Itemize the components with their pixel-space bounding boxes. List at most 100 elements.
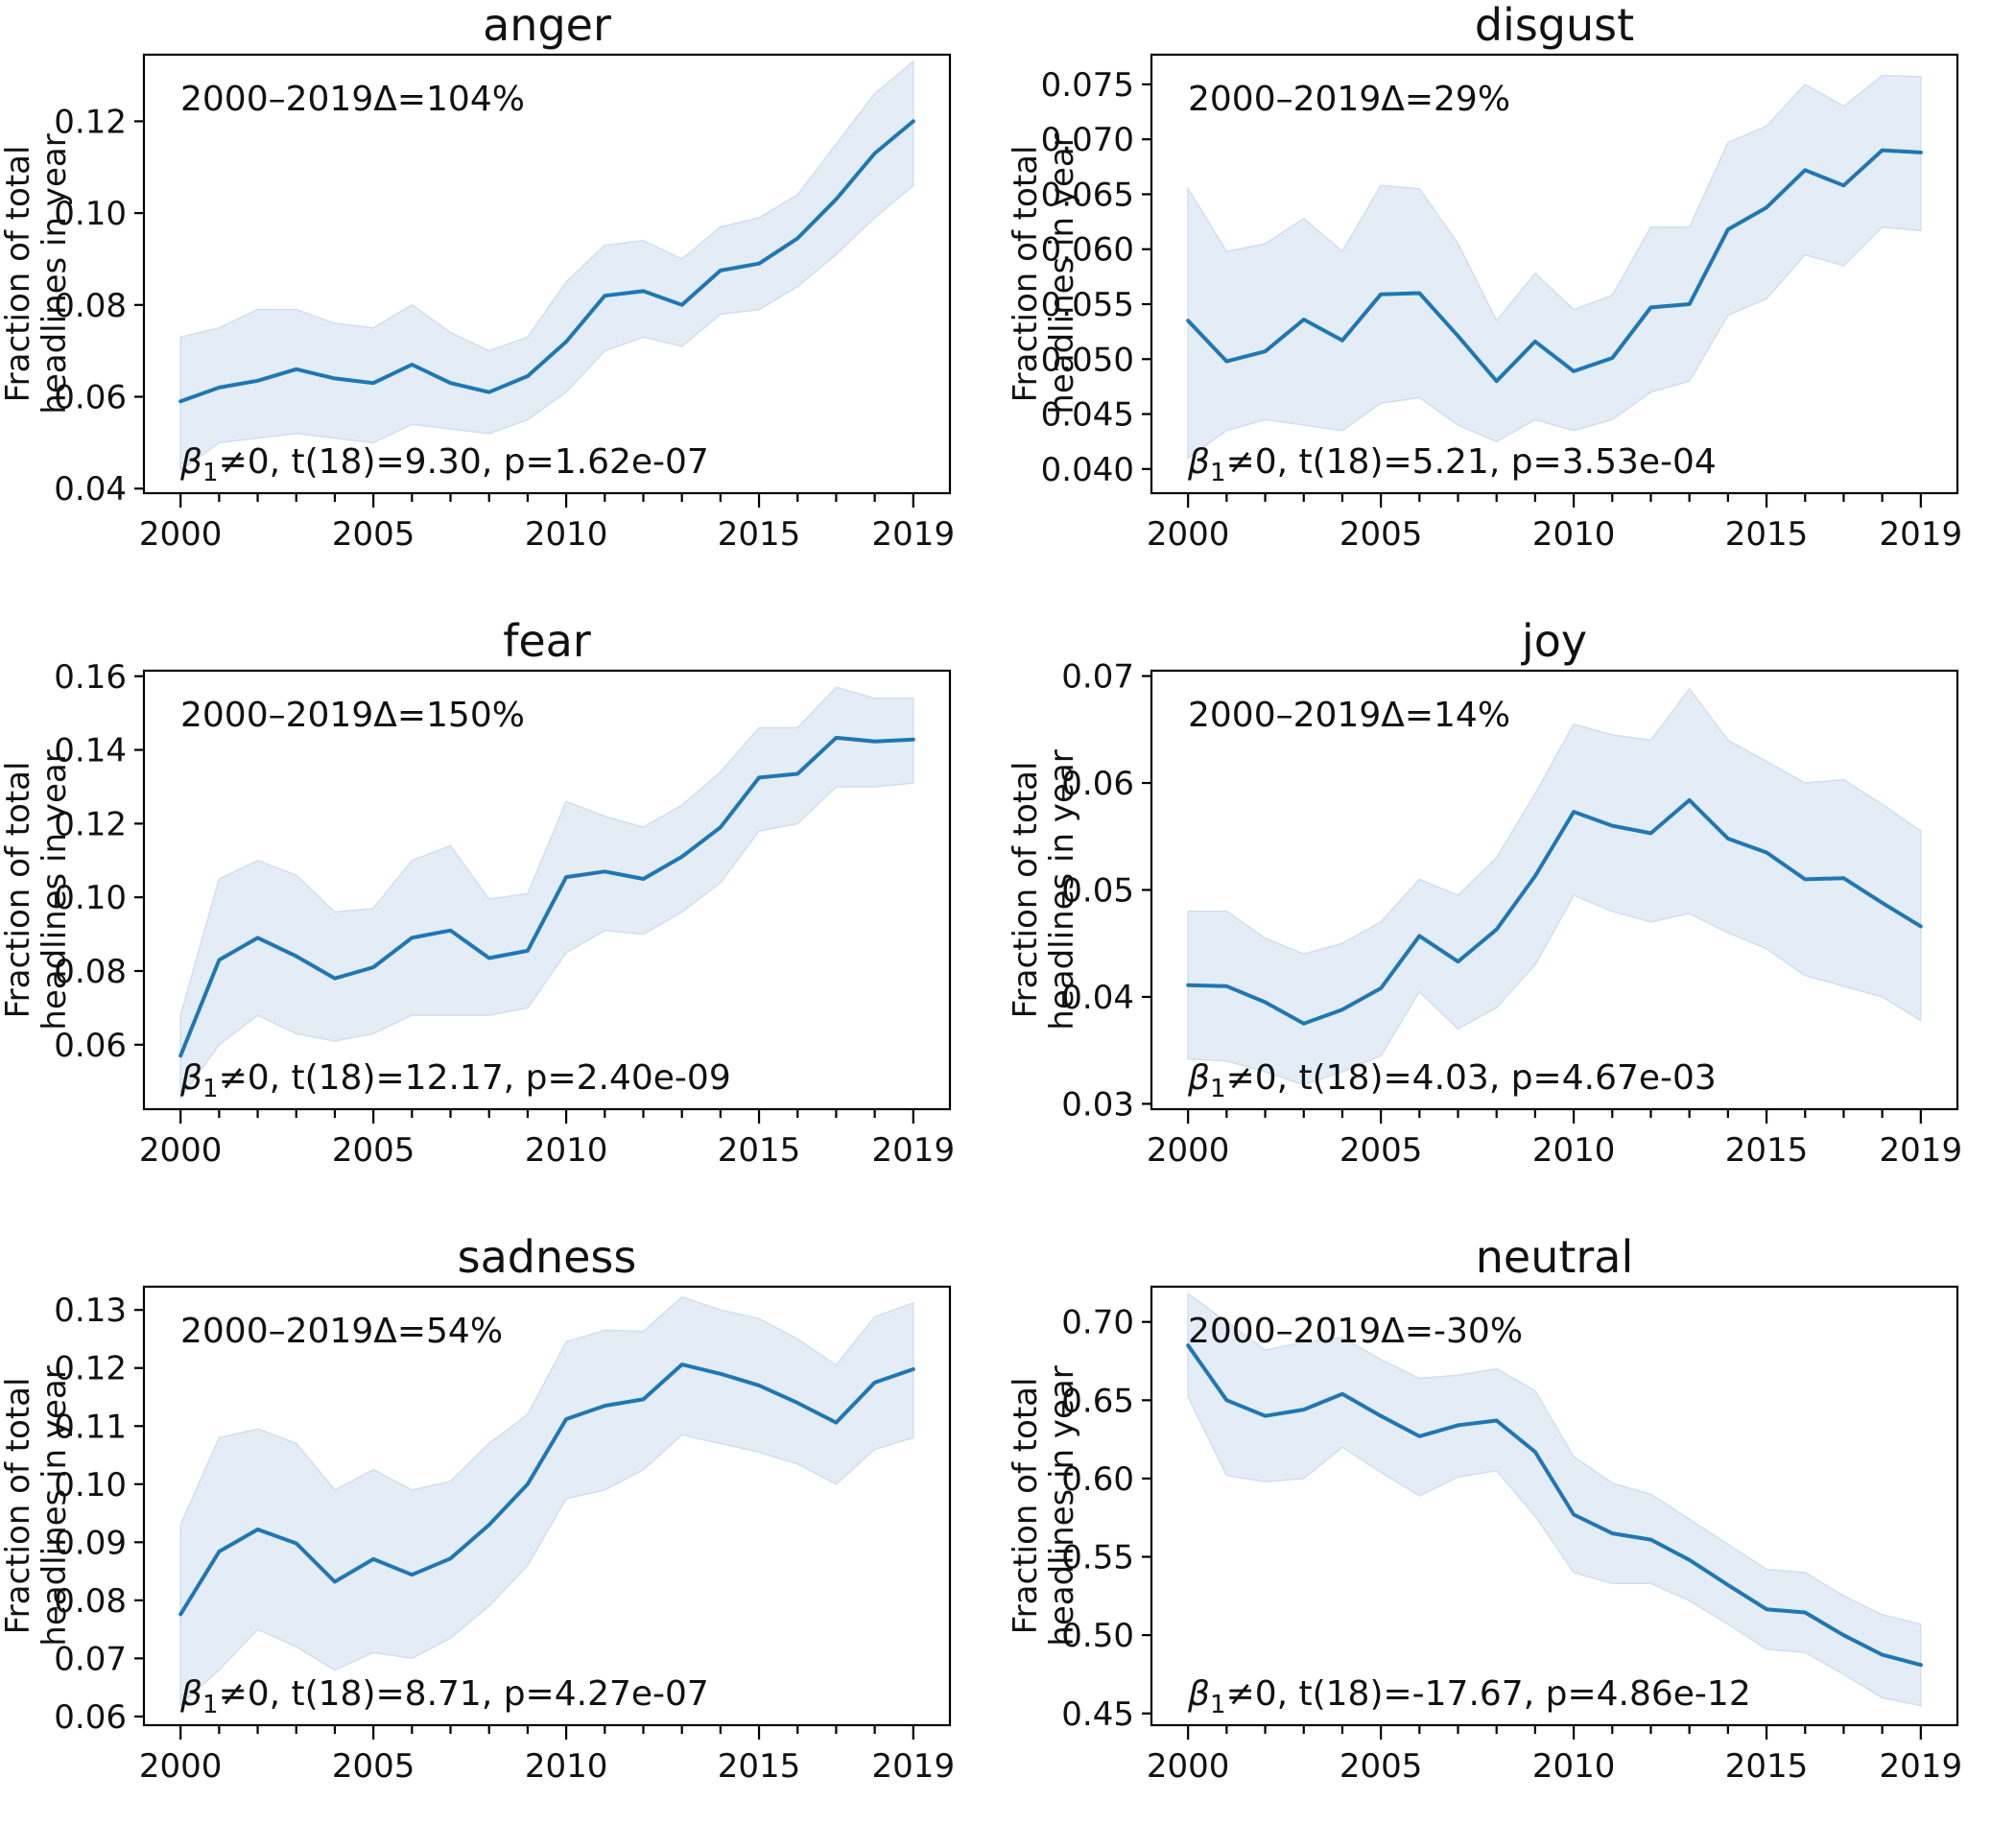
axes-box	[142, 53, 952, 495]
stats-annotation: β1≠0, t(18)=9.30, p=1.62e-07	[179, 442, 709, 487]
x-tick-label: 2005	[1339, 1131, 1423, 1170]
y-tick-label: 0.12	[54, 1350, 127, 1388]
panel-title: disgust	[1475, 0, 1634, 51]
x-tick-label: 2000	[139, 1747, 223, 1786]
x-tick-label: 2000	[1147, 1131, 1230, 1170]
delta-annotation: 2000–2019Δ=29%	[1188, 80, 1510, 119]
y-tick-label: 0.10	[54, 1466, 127, 1504]
x-tick-label: 2015	[1725, 515, 1809, 554]
x-tick-label: 2019	[872, 1747, 956, 1786]
y-tick-label: 0.04	[54, 470, 127, 509]
y-tick-label: 0.045	[1041, 396, 1134, 435]
y-tick-label: 0.07	[54, 1640, 127, 1678]
y-tick-label: 0.55	[1061, 1539, 1134, 1577]
chart-panel-top-left: 2000 2005 2010 2015 2019 0.04 0.06 0.08 0.10 0.12…	[0, 0, 1008, 616]
chart-svg: 2000 2005 2010 2015 2019 0.45 0.50 0.55 0.60 0.65…	[1008, 1232, 1962, 1786]
y-tick-label: 0.70	[1061, 1304, 1134, 1342]
x-tick-label: 2015	[718, 515, 801, 554]
y-tick-label: 0.45	[1061, 1695, 1134, 1734]
y-tick-label: 0.06	[54, 1698, 127, 1737]
panel-title: anger	[483, 0, 611, 51]
confidence-band	[1187, 687, 1922, 1086]
y-tick-label: 0.11	[54, 1408, 127, 1446]
trend-line	[1186, 148, 1923, 384]
x-tick-label: 2015	[1725, 1131, 1809, 1170]
confidence-band	[179, 686, 914, 1101]
y-tick-label: 0.08	[54, 1582, 127, 1621]
y-tick-label: 0.10	[54, 879, 127, 917]
y-tick-label: 0.055	[1041, 286, 1134, 324]
axes-box	[1150, 53, 1959, 495]
delta-annotation: 2000–2019Δ=14%	[1188, 696, 1510, 735]
y-tick-label: 0.14	[54, 732, 127, 770]
x-tick-label: 2005	[332, 1131, 415, 1170]
y-axis-label: Fraction of total	[0, 146, 37, 403]
delta-annotation: 2000–2019Δ=104%	[180, 80, 525, 119]
y-tick-label: 0.04	[1061, 979, 1134, 1017]
trend-line	[178, 119, 915, 404]
x-tick-label: 2015	[1725, 1747, 1809, 1786]
panel-title: fear	[503, 616, 591, 667]
y-tick-label: 0.06	[1061, 765, 1134, 803]
y-tick-label: 0.50	[1061, 1617, 1134, 1655]
trend-line	[1186, 797, 1923, 1026]
y-tick-label: 0.08	[54, 287, 127, 325]
chart-panel-top-right: 2000 2005 2010 2015 2019 0.040 0.045 0.050 0.055…	[1008, 0, 2015, 616]
y-tick-label: 0.65	[1061, 1382, 1134, 1420]
panel-title: sadness	[458, 1232, 637, 1283]
confidence-band	[179, 59, 914, 472]
x-tick-label: 2010	[1532, 1747, 1616, 1786]
delta-annotation: 2000–2019Δ=-30%	[1188, 1312, 1523, 1351]
y-axis-label: Fraction of total	[1008, 1378, 1045, 1635]
stats-annotation: β1≠0, t(18)=8.71, p=4.27e-07	[179, 1674, 709, 1719]
axes-box	[1150, 1285, 1959, 1727]
x-tick-label: 2019	[872, 1131, 956, 1170]
y-tick-label: 0.08	[54, 953, 127, 991]
chart-panel-mid-left: 2000 2005 2010 2015 2019 0.06 0.08 0.10 0.12 0.14…	[0, 616, 1008, 1232]
y-axis-label: headlines in year	[1043, 133, 1081, 414]
y-tick-label: 0.10	[54, 195, 127, 233]
y-tick-label: 0.050	[1041, 341, 1134, 379]
chart-svg: 2000 2005 2010 2015 2019 0.06 0.08 0.10 0.12 0.14…	[0, 616, 956, 1170]
confidence-band	[179, 1296, 914, 1707]
y-tick-label: 0.09	[54, 1524, 127, 1562]
panel-title: joy	[1521, 616, 1587, 667]
y-axis-label: headlines in year	[36, 1365, 74, 1646]
x-tick-label: 2019	[872, 515, 956, 554]
x-tick-label: 2010	[525, 1131, 608, 1170]
y-tick-label: 0.070	[1041, 121, 1134, 159]
confidence-band	[1187, 1291, 1922, 1707]
y-axis-label: Fraction of total	[1008, 146, 1045, 403]
x-tick-label: 2005	[1339, 515, 1423, 554]
x-tick-label: 2010	[1532, 1131, 1616, 1170]
chart-panel-bottom-right: 2000 2005 2010 2015 2019 0.45 0.50 0.55 0.60 0.65…	[1008, 1232, 2015, 1848]
delta-annotation: 2000–2019Δ=150%	[180, 696, 525, 735]
stats-annotation: β1≠0, t(18)=-17.67, p=4.86e-12	[1187, 1674, 1751, 1719]
trend-line	[1186, 1343, 1923, 1668]
y-tick-label: 0.075	[1041, 66, 1134, 105]
x-tick-label: 2019	[1880, 515, 1963, 554]
chart-svg: 2000 2005 2010 2015 2019 0.06 0.07 0.08 0.09 0.10…	[0, 1232, 956, 1786]
chart-panel-bottom-left: 2000 2005 2010 2015 2019 0.06 0.07 0.08 0.09 0.10…	[0, 1232, 1008, 1848]
y-tick-label: 0.06	[54, 379, 127, 417]
chart-svg: 2000 2005 2010 2015 2019 0.04 0.06 0.08 0.10 0.12…	[0, 0, 956, 554]
trend-line	[178, 1362, 915, 1617]
x-tick-label: 2000	[1147, 515, 1230, 554]
stats-annotation: β1≠0, t(18)=12.17, p=2.40e-09	[179, 1058, 731, 1103]
y-tick-label: 0.060	[1041, 231, 1134, 270]
stats-annotation: β1≠0, t(18)=4.03, p=4.67e-03	[1187, 1058, 1717, 1103]
y-tick-label: 0.065	[1041, 176, 1134, 214]
x-tick-label: 2019	[1880, 1131, 1963, 1170]
x-tick-label: 2000	[139, 1131, 223, 1170]
y-axis-label: Fraction of total	[0, 1378, 37, 1635]
y-tick-label: 0.13	[54, 1291, 127, 1330]
chart-svg: 2000 2005 2010 2015 2019 0.03 0.04 0.05 0.06 0.07…	[1008, 616, 1963, 1170]
delta-annotation: 2000–2019Δ=54%	[180, 1312, 503, 1351]
x-tick-label: 2005	[1339, 1747, 1423, 1786]
y-tick-label: 0.06	[54, 1027, 127, 1065]
trend-line	[178, 735, 915, 1058]
x-tick-label: 2000	[1147, 1747, 1230, 1786]
y-tick-label: 0.05	[1061, 872, 1134, 911]
x-tick-label: 2015	[718, 1131, 801, 1170]
